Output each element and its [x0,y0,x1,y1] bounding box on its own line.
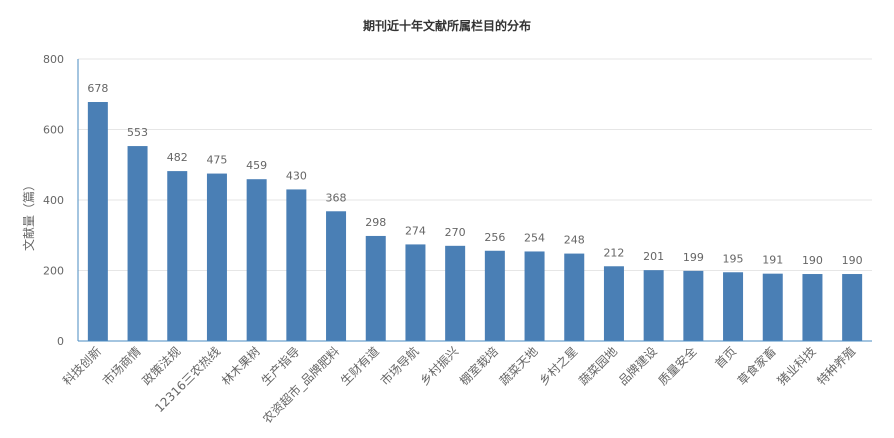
bar [723,272,744,341]
bar [286,189,307,341]
y-tick-label: 200 [43,265,64,278]
data-label: 368 [326,191,347,204]
x-tick-label: 棚室栽培 [456,344,501,389]
x-tick-label: 质量安全 [655,344,700,389]
x-tick-label: 生财有道 [338,344,382,388]
data-label: 191 [762,254,783,267]
x-tick-label: 乡村之星 [537,344,581,388]
bar [484,250,505,341]
data-label: 195 [723,252,744,265]
data-label: 190 [842,254,863,267]
y-tick-label: 400 [43,194,64,207]
data-label: 475 [206,154,227,167]
x-tick-label: 草食家畜 [734,344,779,389]
bar [683,270,704,341]
y-tick-label: 800 [43,53,64,66]
data-label: 270 [445,226,466,239]
y-tick-label: 600 [43,124,64,137]
bar [603,266,624,341]
bars [87,102,863,341]
data-label: 678 [87,82,108,95]
x-tick-label: 科技创新 [59,344,104,389]
x-tick-label: 蔬菜天地 [497,344,541,388]
x-tick-label: 乡村振兴 [417,344,461,388]
data-labels: 678 553 482 475 459 430 368 298 274 270 256 254 248 2… [87,82,862,267]
x-tick-label: 猪业科技 [775,344,819,388]
bar [167,171,188,341]
bar [564,253,585,341]
bar [246,179,267,341]
chart-title: 期刊近十年文献所属栏目的分布 [363,18,531,33]
y-axis-ticks: 0 200 400 600 800 [43,53,64,348]
bar [365,235,386,341]
bar [643,270,664,341]
data-label: 553 [127,126,148,139]
bar [802,274,823,341]
data-label: 199 [683,251,704,264]
data-label: 256 [484,231,505,244]
bar [127,146,148,341]
data-label: 254 [524,231,545,244]
bar [524,251,545,341]
x-tick-label: 蔬菜园地 [576,344,620,388]
y-axis-label: 文献量（篇） [21,179,36,251]
data-label: 212 [603,246,624,259]
data-label: 274 [405,224,426,237]
gridlines [78,58,872,271]
bar [445,245,466,341]
x-axis-categories: 科技创新市场商情政策法规12316三农热线林木果树生产指导农资超市_品牌肥料生财… [59,344,858,427]
bar [326,211,347,341]
x-tick-label: 市场导航 [377,344,422,389]
x-tick-label: 市场商情 [99,344,144,389]
bar [405,244,426,341]
bar [206,173,227,341]
bar [87,102,108,341]
data-label: 190 [802,254,823,267]
x-tick-label: 农资超市_品牌肥料 [259,344,342,427]
data-label: 248 [564,234,585,247]
data-label: 430 [286,169,307,182]
data-label: 482 [167,151,188,164]
x-tick-label: 品牌建设 [616,344,660,388]
x-tick-label: 特种养殖 [814,344,859,389]
bar [842,274,863,341]
data-label: 459 [246,159,267,172]
x-tick-label: 林木果树 [218,344,263,389]
data-label: 201 [643,250,664,263]
y-tick-label: 0 [57,335,64,348]
x-tick-label: 首页 [712,344,739,371]
bar [762,273,783,341]
data-label: 298 [365,216,386,229]
